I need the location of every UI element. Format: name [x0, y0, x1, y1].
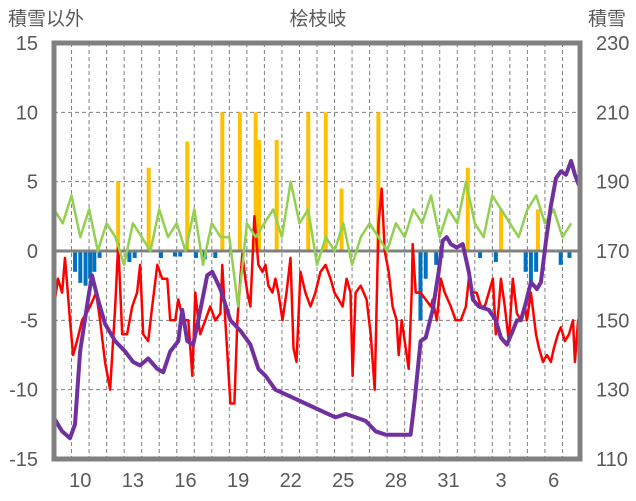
left-axis-label: 積雪以外 [8, 8, 84, 30]
left-tick-label: 0 [27, 241, 38, 263]
bars [73, 112, 572, 321]
blue-bars-bar [434, 251, 439, 265]
right-tick-label: 110 [596, 449, 628, 471]
blue-bars-bar [478, 251, 483, 258]
blue-bars-bar [493, 251, 498, 263]
right-tick-label: 190 [596, 172, 629, 194]
yellow-bars-bar [306, 112, 311, 251]
yellow-bars-bar [146, 167, 151, 251]
green-series-line [52, 180, 573, 308]
blue-bars-bar [78, 251, 83, 283]
yellow-bars-bar [116, 181, 121, 251]
left-tick-label: 10 [16, 102, 38, 124]
left-tick-label: -5 [20, 310, 38, 332]
x-tick-label: 28 [385, 470, 407, 492]
plot-frame [51, 40, 583, 462]
blue-bars-bar [213, 251, 218, 258]
yellow-bars-bar [465, 167, 470, 251]
yellow-bars-bar [253, 112, 258, 251]
x-tick-label: 3 [496, 470, 507, 492]
x-tick-label: 6 [548, 470, 559, 492]
yellow-bars-bar [499, 209, 504, 251]
x-tick-label: 31 [437, 470, 459, 492]
right-tick-label: 130 [596, 380, 629, 402]
blue-bars-bar [88, 251, 93, 279]
blue-bars-bar [558, 251, 563, 265]
right-axis-label: 積雪 [588, 8, 626, 30]
right-tick-label: 210 [596, 102, 629, 124]
right-tick-label: 230 [596, 33, 629, 55]
chart-title: 桧枝岐 [289, 8, 346, 30]
yellow-bars-bar [220, 112, 225, 251]
yellow-bars-bar [274, 140, 279, 251]
blue-bars-bar [73, 251, 78, 272]
x-tick-label: 25 [332, 470, 354, 492]
yellow-bars-bar [237, 112, 242, 251]
blue-bars-bar [92, 251, 97, 272]
blue-bars-bar [97, 251, 102, 258]
axes: 15 230 10 210 5 190 0 170 -5 150 -10 130 -15 110 10 13 1… [9, 33, 629, 492]
yellow-bars-bar [535, 209, 540, 251]
yellow-bars-bar [185, 141, 190, 251]
x-tick-label: 10 [69, 470, 91, 492]
blue-bars-bar [534, 251, 539, 272]
right-tick-label: 170 [596, 241, 629, 263]
blue-bars-bar [132, 251, 137, 258]
blue-bars-bar [523, 251, 528, 272]
yellow-bars-bar [257, 140, 262, 251]
blue-bars-bar [567, 251, 572, 258]
blue-bars-bar [172, 251, 177, 257]
x-tick-label: 13 [122, 470, 144, 492]
blue-bars-bar [83, 251, 88, 286]
x-tick-label: 19 [227, 470, 249, 492]
blue-bars-bar [418, 251, 423, 321]
blue-bars-bar [127, 251, 132, 263]
yellow-bars-bar [323, 112, 328, 251]
blue-bars-bar [194, 251, 199, 258]
blue-bars-bar [423, 251, 428, 279]
blue-bars-bar [178, 251, 183, 257]
left-tick-label: 5 [27, 172, 38, 194]
left-tick-label: 15 [16, 33, 38, 55]
red-series-line [52, 187, 582, 405]
yellow-bars-bar [376, 112, 381, 251]
right-tick-label: 150 [596, 310, 629, 332]
blue-bars-bar [528, 251, 533, 283]
left-tick-label: -15 [9, 449, 38, 471]
yellow-bars-bar [339, 188, 344, 251]
lines [52, 158, 582, 441]
x-tick-label: 22 [280, 470, 302, 492]
snow-depth-line [52, 158, 581, 441]
blue-bars-bar [158, 251, 163, 258]
left-tick-label: -10 [9, 380, 38, 402]
x-tick-label: 16 [174, 470, 196, 492]
